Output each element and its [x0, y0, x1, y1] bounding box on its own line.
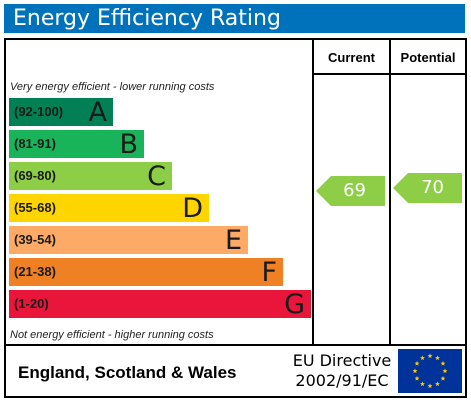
band-d: (55-68) D [9, 193, 209, 224]
eu-star-icon [420, 355, 425, 361]
region-label: England, Scotland & Wales [18, 363, 237, 382]
band-letter: F [261, 257, 277, 288]
current-arrow-shape [316, 176, 385, 206]
divider-current [312, 40, 314, 346]
band-letter: A [88, 97, 107, 128]
chart-title: Energy Efficiency Rating [4, 4, 465, 33]
directive-line-2: 2002/91/EC [295, 371, 389, 390]
eu-star-icon [414, 375, 420, 381]
eu-flag-icon [398, 349, 462, 393]
eu-directive: EU Directive 2002/91/EC [288, 351, 396, 391]
band-f: (21-38) F [9, 257, 283, 288]
header-divider [312, 73, 465, 75]
top-note: Very energy efficient - lower running co… [10, 81, 215, 93]
eu-star-icon [442, 368, 448, 374]
eu-star-icon [412, 368, 418, 374]
rating-frame: Current Potential Very energy efficient … [4, 38, 467, 398]
band-letter: D [182, 193, 203, 224]
band-c: (69-80) C [9, 161, 172, 192]
potential-rating-arrow: 70 [393, 173, 462, 203]
band-range-label: (81-91) [14, 136, 56, 151]
eu-star-icon [435, 355, 440, 361]
divider-potential [389, 40, 391, 346]
band-range-label: (55-68) [14, 200, 56, 215]
eu-star-icon [440, 360, 446, 366]
band-letter: C [147, 161, 166, 192]
band-range-label: (69-80) [14, 168, 56, 183]
band-e: (39-54) E [9, 225, 248, 256]
current-rating-arrow: 69 [316, 176, 385, 206]
band-a: (92-100) A [9, 97, 113, 128]
band-range-label: (39-54) [14, 232, 56, 247]
column-header-potential: Potential [400, 50, 456, 65]
band-letter: E [224, 225, 242, 256]
band-range-label: (92-100) [14, 104, 64, 119]
potential-arrow-shape [393, 173, 462, 203]
directive-line-1: EU Directive [292, 351, 392, 370]
potential-rating-value: 70 [421, 177, 444, 198]
band-letter: B [119, 129, 138, 160]
eu-star-icon [427, 383, 433, 389]
eu-star-icon [414, 360, 420, 366]
column-header-current: Current [328, 50, 375, 65]
band-g: (1-20) G [9, 289, 311, 320]
eu-star-icon [435, 381, 440, 387]
eu-star-icon [420, 381, 425, 387]
eu-star-icon [440, 375, 446, 381]
eu-star-icon [427, 353, 433, 359]
current-rating-value: 69 [343, 180, 366, 201]
band-b: (81-91) B [9, 129, 144, 160]
band-range-label: (21-38) [14, 264, 56, 279]
bottom-note: Not energy efficient - higher running co… [10, 329, 214, 341]
footer-divider [6, 344, 465, 346]
band-letter: G [284, 289, 305, 320]
band-range-label: (1-20) [14, 296, 49, 311]
